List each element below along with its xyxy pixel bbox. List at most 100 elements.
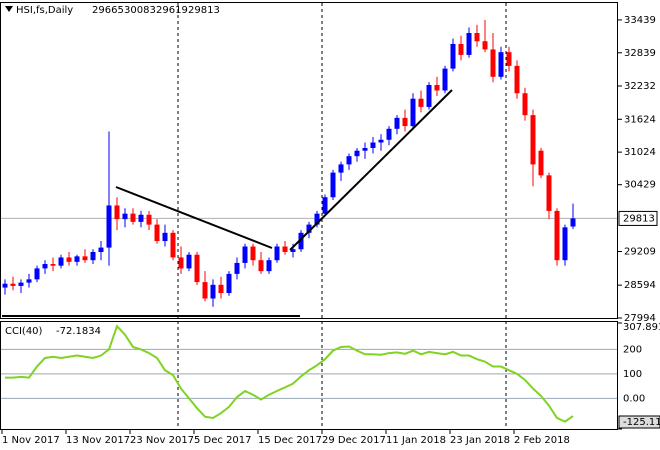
y-tick-label: 31624 — [624, 114, 656, 125]
header-arrow — [5, 6, 13, 12]
candle-body — [218, 284, 224, 294]
candle-body — [474, 33, 480, 42]
candle-body — [202, 282, 208, 299]
candle-body — [354, 150, 360, 157]
candle-body — [346, 156, 352, 165]
close-value: 29813 — [188, 5, 220, 16]
symbol-label: HSI,fs,Daily — [16, 5, 73, 16]
candle-body — [554, 210, 560, 261]
low-value: 29619 — [156, 5, 188, 16]
candle-body — [114, 205, 120, 220]
candle-body — [450, 43, 456, 69]
x-tick-label: 5 Dec 2017 — [194, 435, 252, 446]
candle-body — [378, 139, 384, 143]
candle-body — [482, 41, 488, 50]
indicator-pane — [0, 321, 618, 430]
y-tick-label: 27994 — [624, 313, 656, 324]
candle-body — [90, 251, 96, 261]
candle-body — [242, 246, 248, 263]
y-tick-label: 307.8919 — [623, 322, 660, 333]
price-marks — [1, 19, 617, 307]
drawn-trendlines — [2, 89, 453, 317]
high-value: 30083 — [124, 5, 156, 16]
cci-line — [5, 324, 574, 423]
candle-body — [106, 205, 112, 248]
candle-body — [322, 197, 328, 214]
candle-body — [386, 128, 392, 140]
candle-body — [162, 232, 168, 242]
indicator-title: CCI(40) — [5, 326, 43, 337]
price-marker: 29813 — [623, 213, 655, 224]
candle-body — [362, 147, 368, 151]
candle-body — [530, 115, 536, 165]
y-tick-label: -125.113 — [623, 417, 660, 428]
candle-body — [74, 256, 80, 262]
candle-body — [178, 257, 184, 269]
y-tick-label: 33439 — [624, 15, 656, 26]
period-separators — [177, 3, 507, 429]
candle-body — [546, 175, 552, 211]
candle-body — [442, 68, 448, 91]
x-tick-label: 23 Jan 2018 — [450, 435, 510, 446]
y-tick-label: 32839 — [624, 48, 656, 59]
y-tick-label: 30429 — [624, 180, 656, 191]
candle-body — [338, 164, 344, 173]
candle-body — [298, 232, 304, 250]
candle-body — [34, 268, 40, 280]
y-tick-label: 100 — [623, 369, 642, 380]
candle-body — [490, 49, 496, 77]
candle-body — [66, 257, 72, 262]
candle-body — [562, 227, 568, 261]
candle-body — [570, 218, 576, 227]
candle-body — [370, 142, 376, 148]
price-pane — [0, 2, 618, 319]
candle-body — [194, 254, 200, 283]
candle-body — [130, 213, 136, 222]
x-tick-label: 11 Jan 2018 — [386, 435, 446, 446]
candle-body — [42, 264, 48, 269]
trend-line — [115, 186, 273, 249]
candle-body — [82, 256, 88, 261]
candle-body — [226, 273, 232, 294]
candle-body — [258, 260, 264, 272]
candle-body — [170, 232, 176, 258]
candle-body — [466, 33, 472, 55]
y-tick-label: 0.00 — [623, 393, 645, 404]
candle-body — [50, 264, 56, 266]
candle-body — [282, 246, 288, 252]
candle-body — [418, 98, 424, 107]
price-marker-box — [618, 210, 658, 226]
value-marker-box — [618, 415, 660, 429]
candle-body — [98, 247, 104, 252]
candle-body — [18, 282, 24, 286]
candle-body — [250, 246, 256, 261]
candle-body — [2, 283, 8, 288]
trend-line — [289, 89, 453, 251]
x-tick-label: 1 Nov 2017 — [2, 435, 60, 446]
candle-body — [514, 65, 520, 94]
x-tick-label: 23 Nov 2017 — [130, 435, 194, 446]
candle-body — [58, 257, 64, 266]
candle-body — [506, 52, 512, 66]
candle-body — [210, 284, 216, 299]
candle-body — [154, 224, 160, 242]
candle-body — [266, 260, 272, 272]
indicator-value: -72.1834 — [56, 326, 101, 337]
candle-body — [314, 213, 320, 225]
y-tick-label: 32232 — [624, 81, 656, 92]
candle-body — [146, 214, 152, 225]
candle-body — [330, 172, 336, 198]
y-tick-label: 28594 — [624, 280, 656, 291]
candle-body — [394, 117, 400, 129]
candle-body — [10, 283, 16, 286]
candle-body — [538, 150, 544, 176]
candle-body — [138, 214, 144, 222]
x-tick-label: 13 Nov 2017 — [66, 435, 130, 446]
candle-body — [122, 213, 128, 220]
candle-body — [402, 117, 408, 127]
candle-body — [274, 246, 280, 261]
candle-body — [434, 85, 440, 91]
open-value: 29665 — [92, 5, 124, 16]
candle-body — [410, 98, 416, 127]
